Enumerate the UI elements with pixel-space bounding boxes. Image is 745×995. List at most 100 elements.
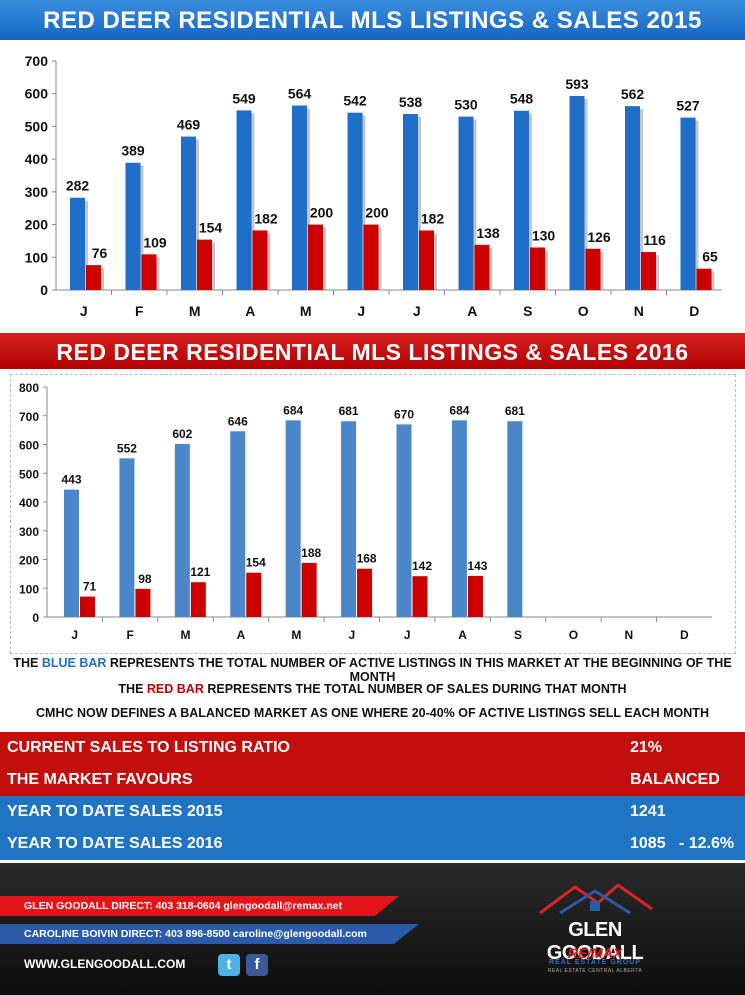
listings-bar [403,113,418,290]
sales-bar [80,596,95,617]
house-roof-icon [539,883,653,915]
stat-ytd2016-label: YEAR TO DATE SALES 2016 [7,835,223,852]
listings-bar [341,421,357,617]
x-category-label: F [135,303,144,319]
y-tick-label: 800 [19,381,39,395]
stat-favours-value: BALANCED [630,771,720,788]
sales-data-label: 182 [254,210,278,226]
sales-bar [474,244,490,290]
stat-ytd2016-value: 1085 - 12.6% [630,835,735,852]
x-category-label: A [458,628,467,642]
y-tick-label: 200 [25,217,49,233]
listings-data-label: 684 [449,403,469,417]
sales-data-label: 71 [83,580,97,594]
chart-2015: 0 100 200 300 400 500 600 700 J 282 76 F 389 109 M 469 1… [25,53,722,319]
listings-data-label: 593 [565,76,589,92]
logo-group: REAL ESTATE GROUP [548,959,642,966]
sales-data-label: 130 [532,227,556,243]
x-category-label: J [413,303,421,319]
stat-ratio-row: CURRENT SALES TO LISTING RATIO 21% [0,732,745,764]
x-category-label: J [357,303,365,319]
footer: GLEN GOODALL DIRECT: 403 318-0604 glengo… [0,863,745,995]
sales-bar [301,562,317,617]
chart-2016: 0 100 200 300 400 500 600 700 800 J 443 71 F 552 98 M 60… [19,381,712,642]
logo-brand: RE/MAX [567,945,623,961]
website-link[interactable]: WWW.GLENGOODALL.COM [24,957,186,971]
stat-ytd2016-row: YEAR TO DATE SALES 2016 1085 - 12.6% [0,828,745,860]
sales-bar [412,576,428,617]
listings-bar [174,443,190,617]
sales-bar [357,568,373,617]
y-tick-label: 300 [25,184,49,200]
x-category-label: A [467,303,477,319]
listings-data-label: 469 [177,117,201,133]
sales-bar [308,224,323,290]
y-tick-label: 400 [19,496,39,510]
listings-data-label: 527 [676,98,700,114]
stat-ratio-label: CURRENT SALES TO LISTING RATIO [7,739,290,756]
y-tick-label: 600 [19,439,39,453]
x-category-label: A [237,628,246,642]
listings-bar [285,420,301,617]
x-category-label: S [514,628,522,642]
listings-bar [181,136,196,290]
x-category-label: M [181,628,191,642]
listings-data-label: 530 [454,97,478,113]
listings-bar [514,110,529,291]
legend-red-post: REPRESENTS THE TOTAL NUMBER OF SALES DUR… [203,682,627,696]
listings-data-label: 443 [61,473,81,487]
y-tick-label: 500 [19,467,39,481]
y-tick-label: 700 [25,53,49,69]
y-tick-label: 700 [19,410,39,424]
sales-bar [246,572,262,617]
x-category-label: D [689,303,699,319]
listings-data-label: 282 [66,178,90,194]
chart-title-2015: RED DEER RESIDENTIAL MLS LISTINGS & SALE… [0,0,745,40]
y-tick-label: 100 [25,249,49,265]
listings-bar [458,116,474,290]
sales-bar [467,575,483,617]
y-tick-label: 0 [32,611,39,625]
stat-favours-row: THE MARKET FAVOURS BALANCED [0,764,745,796]
sales-data-label: 98 [138,572,152,586]
listings-bar [64,489,79,617]
x-category-label: M [189,303,201,319]
twitter-icon[interactable]: t [218,954,240,976]
stat-ytd2015-value: 1241 [630,803,666,820]
logo-name: GLEN GOODALL [546,919,644,964]
listings-data-label: 670 [394,407,414,421]
sales-data-label: 109 [143,234,167,250]
facebook-icon[interactable]: f [246,954,268,976]
legend-blue-post: REPRESENTS THE TOTAL NUMBER OF ACTIVE LI… [106,656,732,684]
sales-data-label: 154 [199,220,223,236]
sales-bar [252,230,268,290]
listings-bar [230,431,246,617]
y-tick-label: 500 [25,118,49,134]
agent-glen-contact: GLEN GOODALL DIRECT: 403 318-0604 glengo… [0,896,399,916]
y-tick-label: 400 [25,151,49,167]
listings-data-label: 538 [399,94,423,110]
listings-bar [680,117,696,291]
listings-bar [625,106,640,290]
sales-bar [141,254,157,290]
listings-bar [292,105,307,290]
sales-data-label: 168 [357,552,377,566]
x-category-label: M [291,628,301,642]
x-category-label: N [625,628,634,642]
listings-bar [70,197,85,290]
chart-2016-frame [10,374,736,654]
x-category-label: O [569,628,578,642]
stat-ratio-value: 21% [630,739,663,756]
listings-data-label: 602 [172,427,192,441]
sales-data-label: 76 [92,245,108,261]
listings-bar [125,162,141,290]
listings-bar [507,421,523,617]
x-category-label: S [523,303,532,319]
sales-data-label: 142 [412,559,432,573]
legend-cmhc-line: CMHC NOW DEFINES A BALANCED MARKET AS ON… [36,706,709,720]
sales-bar [190,582,206,617]
listings-data-label: 684 [283,403,303,417]
x-category-label: O [578,303,589,319]
listings-data-label: 548 [510,91,534,107]
sales-data-label: 188 [301,546,321,560]
